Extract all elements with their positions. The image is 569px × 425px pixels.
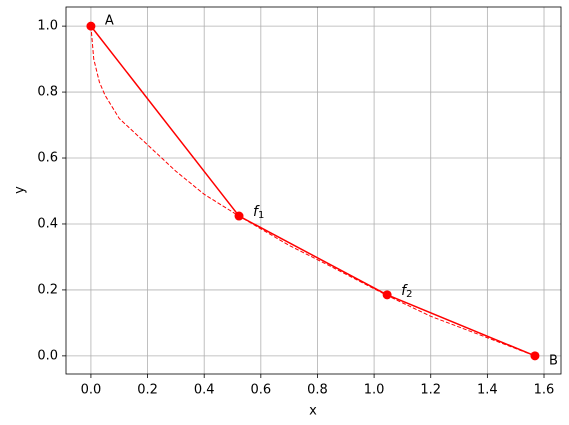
dashed-curve	[90, 26, 536, 357]
x-tick-label: 1.4	[477, 383, 498, 398]
x-tick-label: 1.0	[364, 383, 385, 398]
point-label: B	[549, 353, 558, 368]
point-label-subscript: 1	[258, 210, 264, 221]
y-tick-label: 0.0	[37, 348, 58, 363]
x-tick-label: 0.4	[194, 383, 215, 398]
x-tick-label: 0.0	[81, 383, 102, 398]
y-tick-label: 0.2	[37, 282, 58, 297]
y-tick-label: 0.8	[37, 85, 58, 100]
point-label-main: f	[253, 204, 260, 220]
point-label-main: f	[401, 283, 408, 299]
point-label-subscript: 2	[406, 289, 412, 300]
point-label: f1	[253, 204, 264, 221]
x-tick-label: 0.2	[137, 383, 158, 398]
y-axis-label: y	[13, 186, 28, 194]
x-axis-label: x	[309, 404, 317, 419]
x-tick-label: 1.6	[534, 383, 555, 398]
x-tick-label: 0.6	[250, 383, 271, 398]
point	[382, 290, 392, 300]
polyline	[90, 25, 536, 357]
point	[530, 351, 540, 361]
y-tick-label: 0.4	[37, 216, 58, 231]
point	[234, 211, 244, 221]
plot-frame	[65, 6, 562, 375]
x-tick-label: 1.2	[420, 383, 441, 398]
point	[86, 21, 96, 31]
y-tick-label: 0.6	[37, 151, 58, 166]
x-tick-label: 0.8	[307, 383, 328, 398]
y-tick-label: 1.0	[37, 19, 58, 34]
point-label: f2	[401, 283, 412, 300]
point-label: A	[105, 14, 114, 29]
